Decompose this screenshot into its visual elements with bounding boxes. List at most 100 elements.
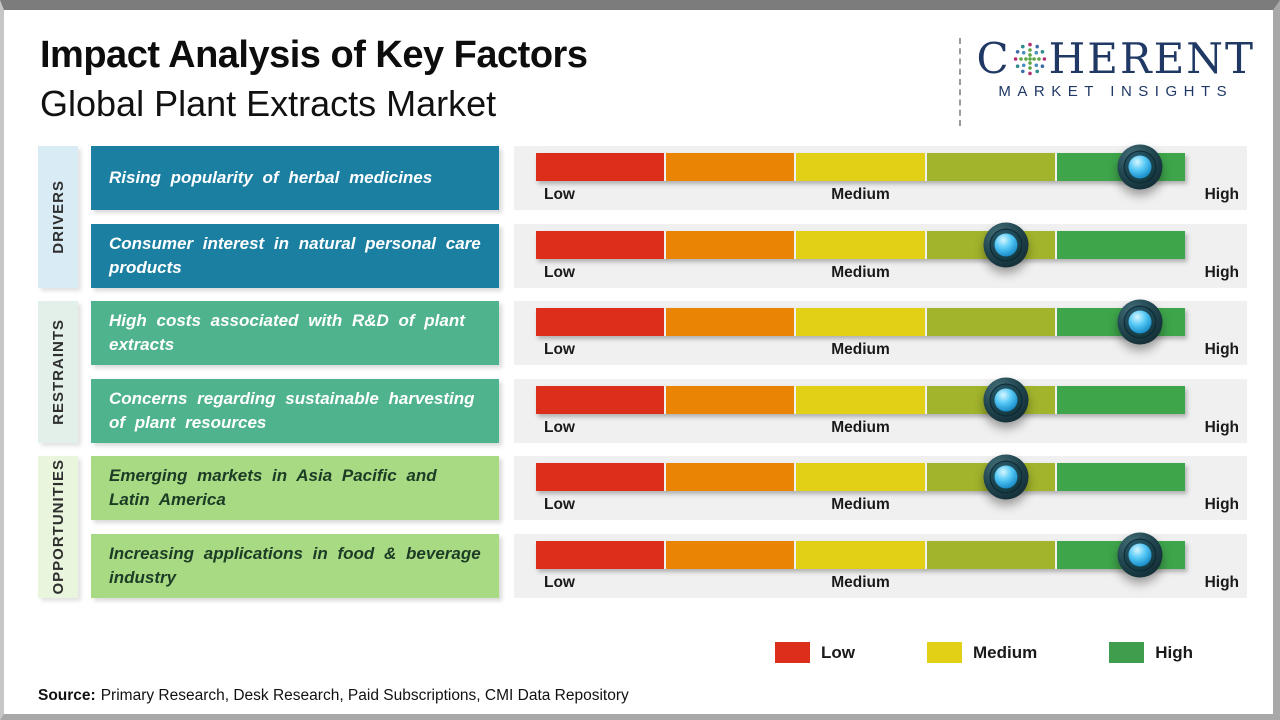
bar-segment: [926, 308, 1055, 336]
logo-tagline: MARKET INSIGHTS: [998, 83, 1234, 100]
legend-item-low: Low: [774, 642, 855, 663]
source-line: Source: Primary Research, Desk Research, …: [38, 687, 1273, 705]
bar-segment: [796, 308, 925, 336]
scale-label-medium: Medium: [831, 186, 890, 203]
page-subtitle: Global Plant Extracts Market: [40, 82, 497, 124]
scale-label-high: High: [1204, 186, 1239, 203]
scale-label-high: High: [1204, 264, 1239, 281]
scale-label-medium: Medium: [831, 496, 890, 513]
page-title: Impact Analysis of Key Factors: [40, 34, 588, 76]
impact-marker: [983, 454, 1029, 500]
factor-box: Increasing applications in food & bevera…: [91, 534, 499, 598]
impact-scale-row: Low Medium High: [514, 454, 1247, 520]
scale-label-high: High: [1204, 341, 1239, 358]
bar-segment: [666, 308, 795, 336]
group-opportunities: OPPORTUNITIES Emerging markets in Asia P…: [38, 454, 1247, 598]
impact-scale-row: Low Medium High: [514, 377, 1247, 443]
factor-row: Increasing applications in food & bevera…: [91, 532, 1247, 598]
impact-marker: [1117, 144, 1163, 190]
bar-segment: [796, 463, 925, 491]
impact-gradient-bar: [536, 532, 1186, 578]
group-drivers: DRIVERS Rising popularity of herbal medi…: [38, 144, 1247, 288]
factor-box: Consumer interest in natural personal ca…: [91, 224, 499, 288]
impact-gradient-bar: [536, 377, 1186, 423]
logo-text-end: HERENT: [1048, 34, 1255, 83]
legend-label-high: High: [1155, 642, 1193, 662]
scale-label-medium: Medium: [831, 574, 890, 591]
impact-scale-row: Low Medium High: [514, 144, 1247, 210]
bar-segment: [536, 386, 665, 414]
header: Impact Analysis of Key Factors Global Pl…: [4, 10, 1273, 126]
bar-segment: [926, 153, 1055, 181]
factor-box: High costs associated with R&D of plant …: [91, 301, 499, 365]
scale-label-high: High: [1204, 574, 1239, 591]
impact-marker: [983, 377, 1029, 423]
scale-label-medium: Medium: [831, 264, 890, 281]
impact-marker: [1117, 532, 1163, 578]
logo-wordmark: C: [977, 38, 1255, 80]
bar-segment: [666, 463, 795, 491]
scale-label-medium: Medium: [831, 419, 890, 436]
divider-dashed: [958, 38, 961, 126]
bar-segment: [536, 153, 665, 181]
impact-marker: [983, 222, 1029, 268]
category-label-restraints: RESTRAINTS: [49, 319, 67, 425]
scale-label-high: High: [1204, 496, 1239, 513]
logo-text-start: C: [976, 34, 1011, 83]
bar-segment: [666, 541, 795, 569]
category-label-drivers: DRIVERS: [49, 180, 67, 254]
bar-segment: [536, 231, 665, 259]
impact-gradient-bar: [536, 299, 1186, 345]
bar-segment: [796, 153, 925, 181]
factor-row: High costs associated with R&D of plant …: [91, 299, 1247, 365]
impact-gradient-bar: [536, 222, 1186, 268]
scale-label-low: Low: [544, 574, 575, 591]
legend: Low Medium High: [4, 642, 1193, 663]
bar-segment: [926, 541, 1055, 569]
impact-scale-row: Low Medium High: [514, 532, 1247, 598]
bar-segment: [666, 386, 795, 414]
scale-label-low: Low: [544, 186, 575, 203]
scale-label-low: Low: [544, 419, 575, 436]
factor-row: Concerns regarding sustainable harvestin…: [91, 377, 1247, 443]
impact-scale-row: Low Medium High: [514, 222, 1247, 288]
legend-label-low: Low: [820, 642, 855, 662]
legend-item-medium: Medium: [926, 642, 1038, 663]
category-box-opportunities: OPPORTUNITIES: [38, 456, 78, 598]
legend-swatch-medium: [926, 642, 962, 663]
bar-segment: [536, 463, 665, 491]
factor-row: Consumer interest in natural personal ca…: [91, 222, 1247, 288]
bar-segment: [796, 231, 925, 259]
factor-box: Rising popularity of herbal medicines: [91, 146, 499, 210]
scale-label-medium: Medium: [831, 341, 890, 358]
factor-row: Rising popularity of herbal medicines Lo…: [91, 144, 1247, 210]
impact-marker: [1117, 299, 1163, 345]
group-restraints: RESTRAINTS High costs associated with R&…: [38, 299, 1247, 443]
legend-item-high: High: [1109, 642, 1193, 663]
category-box-drivers: DRIVERS: [38, 146, 78, 288]
scale-label-low: Low: [544, 341, 575, 358]
brand-logo: C: [958, 38, 1255, 126]
category-box-restraints: RESTRAINTS: [38, 301, 78, 443]
scale-label-low: Low: [544, 264, 575, 281]
impact-gradient-bar: [536, 454, 1186, 500]
bar-segment: [1056, 463, 1186, 491]
impact-scale-row: Low Medium High: [514, 299, 1247, 365]
bar-segment: [796, 541, 925, 569]
bar-segment: [1056, 231, 1186, 259]
category-label-opportunities: OPPORTUNITIES: [49, 459, 67, 595]
bar-segment: [796, 386, 925, 414]
globe-icon: [1013, 42, 1046, 76]
bar-segment: [536, 308, 665, 336]
source-label: Source:: [38, 687, 96, 704]
legend-swatch-low: [774, 642, 810, 663]
source-text: Primary Research, Desk Research, Paid Su…: [100, 687, 629, 704]
bar-segment: [666, 153, 795, 181]
factor-box: Emerging markets in Asia Pacific and Lat…: [91, 456, 499, 520]
legend-label-medium: Medium: [972, 642, 1038, 662]
scale-label-low: Low: [544, 496, 575, 513]
bar-segment: [536, 541, 665, 569]
impact-matrix: DRIVERS Rising popularity of herbal medi…: [38, 144, 1247, 598]
impact-gradient-bar: [536, 144, 1186, 190]
